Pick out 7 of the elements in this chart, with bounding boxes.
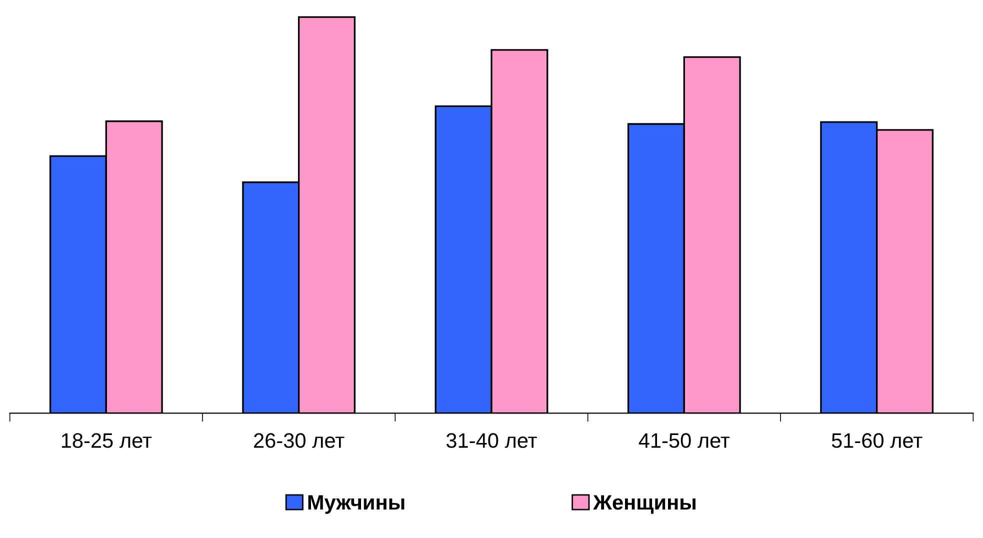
legend-label: Мужчины: [308, 495, 404, 514]
x-tick-label: 41-50 лет: [638, 433, 730, 448]
x-tick-label: 31-40 лет: [446, 433, 537, 448]
x-tick-label: 18-25 лет: [62, 433, 152, 448]
x-tick-label: 51-60 лет: [832, 433, 922, 448]
legend-label: Женщины: [593, 495, 696, 514]
x-tick-label: 26-30 лет: [254, 433, 344, 448]
